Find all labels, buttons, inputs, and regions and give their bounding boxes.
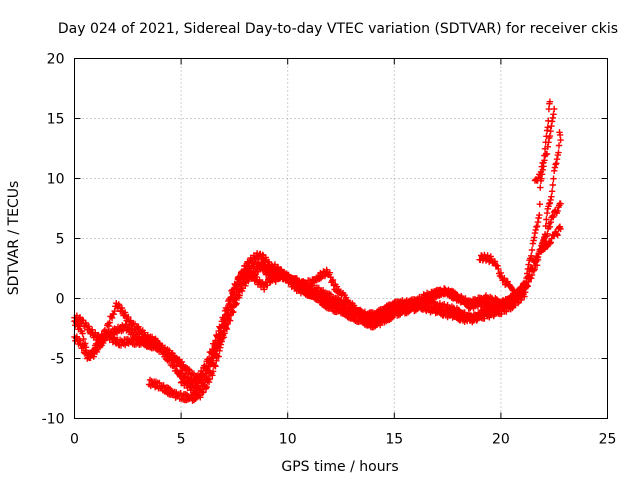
chart-title: Day 024 of 2021, Sidereal Day-to-day VTE… (58, 21, 618, 37)
x-tick-label: 10 (279, 432, 297, 448)
axis-ticks (74, 58, 608, 419)
y-tick-label: -5 (51, 352, 65, 368)
plus-marks (538, 129, 564, 252)
x-tick-label: 25 (599, 432, 617, 448)
x-tick-label: 5 (177, 432, 186, 448)
y-tick-label: 0 (56, 292, 65, 308)
plus-marks (476, 98, 554, 300)
series-track-f (531, 105, 558, 184)
y-tick-label: 5 (56, 232, 65, 248)
tick-labels: 0 5 10 15 20 25 -10 -5 0 5 10 15 20 (42, 52, 617, 448)
y-tick-label: 15 (47, 112, 65, 128)
x-tick-label: 20 (492, 432, 510, 448)
y-tick-label: 10 (47, 172, 65, 188)
x-tick-label: 15 (385, 432, 403, 448)
series-track-d (145, 259, 526, 404)
plus-marks (145, 259, 526, 404)
y-tick-label: -10 (42, 412, 65, 428)
plus-marks (531, 105, 558, 184)
x-tick-label: 0 (70, 432, 79, 448)
grid (74, 58, 608, 419)
y-axis-label: SDTVAR / TECUs (6, 181, 22, 296)
y-tick-label: 20 (47, 52, 65, 68)
data-marks (71, 98, 564, 404)
plot-frame (74, 58, 608, 419)
series-track-g (538, 129, 564, 252)
x-axis-label: GPS time / hours (281, 459, 398, 475)
series-track-e (476, 98, 554, 300)
